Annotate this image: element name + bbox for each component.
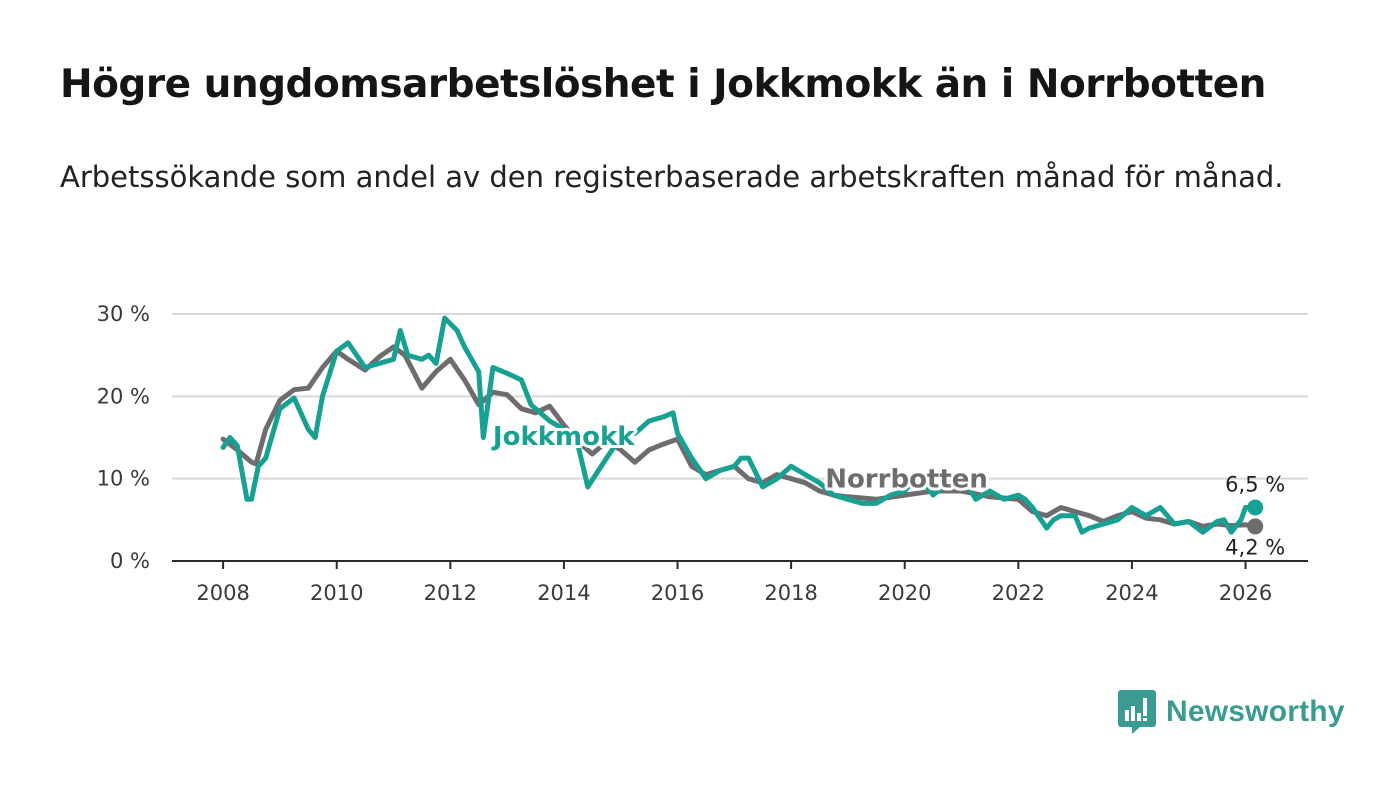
- end-point-jokkmokk: [1247, 499, 1264, 516]
- x-tick-label: 2008: [196, 581, 249, 605]
- x-tick-label: 2016: [651, 581, 704, 605]
- chart-title: Högre ungdomsarbetslöshet i Jokkmokk än …: [60, 62, 1266, 107]
- y-tick-label: 10 %: [97, 467, 150, 491]
- x-tick-label: 2010: [310, 581, 363, 605]
- chart-subtitle: Arbetssökande som andel av den registerb…: [60, 160, 1284, 194]
- x-tick-label: 2020: [878, 581, 931, 605]
- series-line-jokkmokk: [220, 315, 1258, 535]
- label-layer: Jokkmokk Norrbotten 6,5 % 4,2 %: [488, 419, 1285, 560]
- x-tick-label: 2024: [1105, 581, 1158, 605]
- x-tick-label: 2018: [764, 581, 817, 605]
- x-tick-label: 2012: [424, 581, 477, 605]
- series-label-norrbotten: Norrbotten: [825, 465, 988, 495]
- y-tick-label: 20 %: [97, 384, 150, 408]
- y-tick-label: 0 %: [110, 549, 150, 573]
- axis-layer: 0 % 10 % 20 % 30 % 2008 2010 2012 2014 2016 2018 2…: [97, 302, 1308, 605]
- series-line-norrbotten: [220, 344, 1258, 529]
- end-point-norrbotten: [1247, 518, 1264, 535]
- x-tick-label: 2022: [992, 581, 1045, 605]
- series-layer: [220, 315, 1264, 535]
- newsworthy-brand[interactable]: Newsworthy: [1118, 690, 1345, 734]
- x-tick-label: 2014: [537, 581, 590, 605]
- newsworthy-logo-icon: [1118, 690, 1156, 734]
- y-tick-label: 30 %: [97, 302, 150, 326]
- brand-name: Newsworthy: [1166, 695, 1345, 728]
- x-tick-label: 2026: [1219, 581, 1272, 605]
- end-value-label-norrbotten: 4,2 %: [1225, 535, 1285, 559]
- series-label-jokkmokk: Jokkmokk: [491, 422, 635, 452]
- grid-layer: [172, 313, 1308, 480]
- end-value-label-jokkmokk: 6,5 %: [1225, 472, 1285, 496]
